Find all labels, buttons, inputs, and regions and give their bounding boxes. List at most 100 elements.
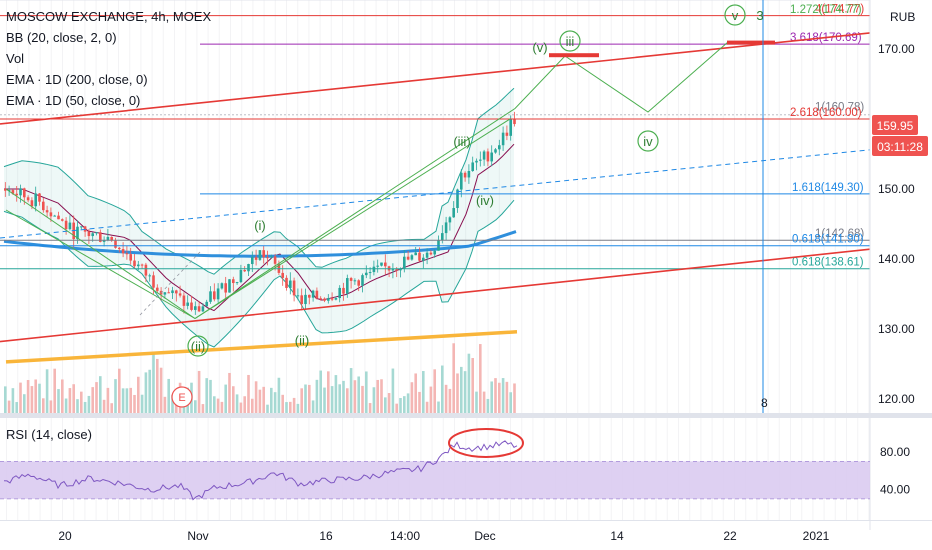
volume-bar — [61, 379, 64, 413]
bollinger-fill — [4, 88, 514, 347]
candle — [391, 268, 395, 271]
target-box — [727, 40, 775, 45]
volume-bar — [296, 403, 300, 413]
candle — [61, 219, 64, 221]
grid-line — [644, 0, 646, 413]
vol-legend[interactable]: Vol — [6, 51, 25, 66]
candle — [178, 293, 182, 296]
volume-bar — [311, 400, 315, 413]
candle — [475, 160, 478, 163]
volume-bar — [422, 371, 425, 413]
candle — [190, 302, 193, 310]
candle — [270, 256, 273, 258]
candle — [30, 200, 34, 207]
candle — [433, 250, 436, 255]
candle — [509, 118, 512, 136]
volume-bar — [463, 371, 467, 413]
wave-label: (iv) — [476, 193, 494, 208]
rsi-legend[interactable]: RSI (14, close) — [6, 427, 92, 442]
volume-bar — [315, 379, 319, 413]
candle — [448, 217, 452, 223]
volume-bar — [45, 369, 49, 413]
volume-bar — [118, 368, 121, 413]
volume-bar — [505, 381, 509, 413]
symbol-title[interactable]: MOSCOW EXCHANGE, 4h, MOEX — [6, 9, 212, 24]
ema-50-line — [5, 330, 518, 364]
candle — [406, 256, 410, 260]
grid-line — [263, 0, 265, 413]
candle — [11, 190, 15, 194]
volume-bar — [80, 391, 83, 413]
volume-bar — [330, 386, 334, 413]
candle — [80, 226, 83, 228]
candle — [4, 189, 7, 191]
volume-bar — [42, 398, 45, 413]
volume-bar — [87, 395, 91, 413]
candle — [292, 280, 296, 296]
y-tick-label: 130.00 — [878, 322, 915, 336]
ema200-legend[interactable]: EMA · 1D (200, close, 0) — [6, 72, 148, 87]
grid-line — [812, 0, 814, 413]
y-tick-label: 140.00 — [878, 252, 915, 266]
candle — [342, 287, 345, 294]
volume-bar — [513, 383, 516, 413]
bb-legend[interactable]: BB (20, close, 2, 0) — [6, 30, 117, 45]
volume-bar — [129, 387, 132, 413]
candle — [118, 247, 121, 250]
candle — [384, 262, 387, 267]
volume-bar — [167, 378, 170, 413]
wave-dashed — [139, 251, 201, 316]
volume-bar — [11, 388, 15, 413]
candle — [45, 210, 49, 213]
candle — [247, 264, 250, 272]
volume-bar — [304, 384, 307, 413]
candle — [156, 287, 159, 291]
candle — [152, 275, 155, 288]
volume-bar — [19, 382, 22, 413]
volume-bar — [209, 379, 212, 413]
grid-line — [498, 0, 500, 413]
volume-bar — [479, 344, 482, 413]
candle — [422, 257, 425, 261]
fib-label: 1(160.78) — [815, 102, 864, 114]
bollinger-lower — [3, 199, 515, 348]
volume-bar — [76, 399, 79, 413]
volume-bar — [300, 388, 303, 413]
grid-line — [39, 0, 41, 413]
currency-label: RUB — [890, 10, 915, 24]
candle — [418, 252, 421, 261]
volume-bar — [494, 378, 497, 413]
candle — [76, 226, 79, 240]
candle — [353, 280, 357, 282]
trend-line-dashed — [0, 149, 871, 239]
candle — [311, 290, 315, 298]
grid-line — [28, 0, 30, 413]
volume-bar — [4, 386, 7, 413]
volume-bar — [391, 368, 395, 413]
volume-bar — [380, 379, 383, 413]
candle — [513, 118, 516, 125]
candle — [285, 277, 288, 288]
grid-line — [330, 0, 332, 413]
wave-label: iii — [566, 34, 575, 49]
volume-bar — [452, 343, 455, 413]
volume-bar — [418, 391, 421, 413]
candle — [23, 188, 26, 198]
candle — [228, 279, 231, 293]
volume-bar — [220, 401, 224, 413]
volume-bar — [441, 365, 444, 413]
grid-line — [476, 0, 478, 413]
candle — [15, 193, 18, 196]
wave-label: (iii) — [453, 134, 470, 149]
candle — [167, 292, 170, 294]
grid-line — [286, 0, 287, 413]
candle — [205, 301, 208, 307]
candle — [490, 152, 493, 162]
candle — [399, 268, 402, 271]
volume-bar — [213, 396, 216, 413]
grid-line — [510, 0, 511, 413]
ema50-legend[interactable]: EMA · 1D (50, close, 0) — [6, 93, 141, 108]
candle — [232, 279, 235, 284]
volume-bar — [262, 386, 265, 413]
